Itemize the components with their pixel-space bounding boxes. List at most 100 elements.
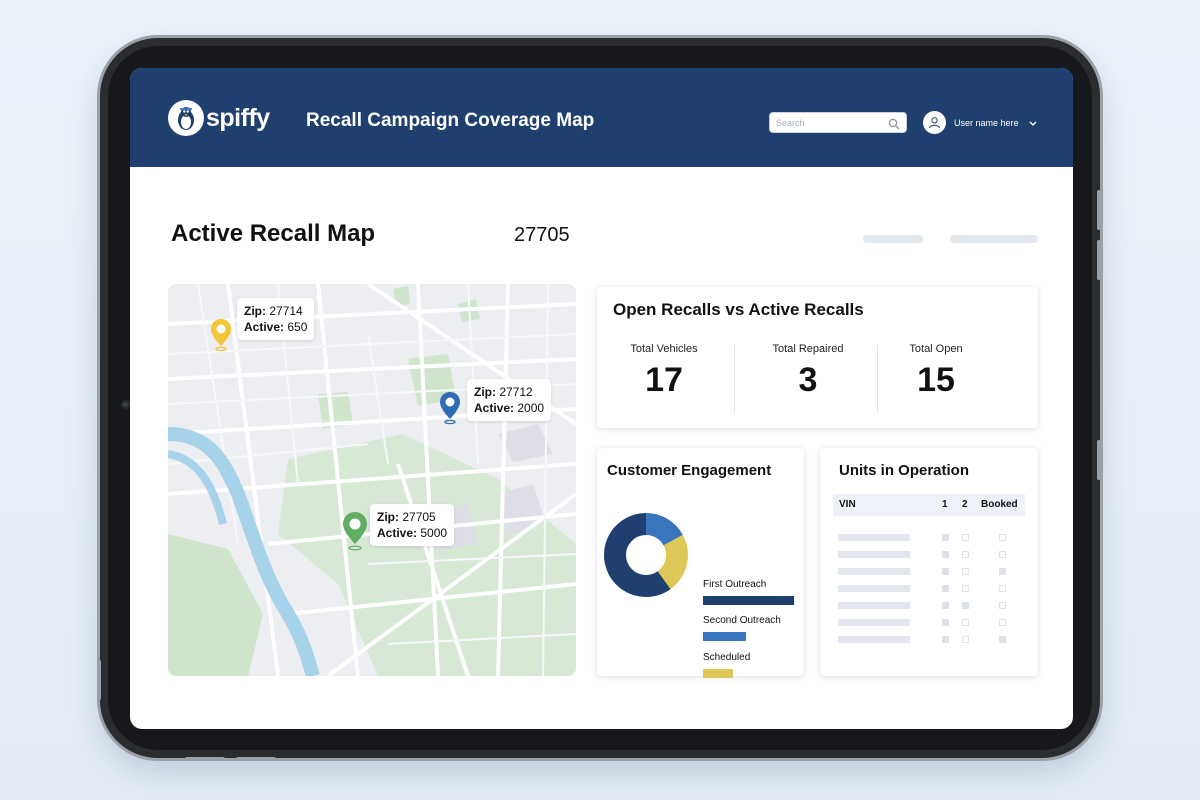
pin-zip-label: Zip: bbox=[377, 510, 399, 524]
donut-slice-first-outreach[interactable] bbox=[604, 513, 688, 597]
spiffy-logo[interactable]: spiffy bbox=[168, 100, 270, 136]
side-button-left bbox=[97, 660, 101, 700]
units-in-operation-card: Units in Operation VIN 1 2 Booked bbox=[820, 448, 1038, 676]
header-vin: VIN bbox=[839, 499, 856, 510]
checkbox-c1[interactable] bbox=[942, 636, 949, 643]
selected-zip: 27705 bbox=[514, 224, 570, 246]
vin-placeholder bbox=[838, 585, 910, 592]
camera-icon bbox=[121, 400, 130, 409]
checkbox-booked[interactable] bbox=[999, 551, 1006, 558]
vin-placeholder bbox=[838, 568, 910, 575]
checkbox-c1[interactable] bbox=[942, 551, 949, 558]
stat-label: Total Vehicles bbox=[630, 343, 698, 355]
vin-placeholder bbox=[838, 534, 910, 541]
stat-value: 17 bbox=[645, 361, 683, 399]
checkbox-booked[interactable] bbox=[999, 568, 1006, 575]
bottom-button-1 bbox=[185, 757, 225, 761]
pin-active: 650 bbox=[287, 320, 308, 334]
engagement-donut-chart[interactable] bbox=[603, 512, 689, 598]
checkbox-booked[interactable] bbox=[999, 636, 1006, 643]
checkbox-c1[interactable] bbox=[942, 534, 949, 541]
map-pin-yellow-icon[interactable] bbox=[210, 318, 232, 352]
table-row[interactable] bbox=[838, 585, 1028, 593]
legend-second-outreach: Second Outreach bbox=[703, 615, 781, 626]
donut-slice-scheduled[interactable] bbox=[604, 513, 688, 597]
table-row[interactable] bbox=[838, 619, 1028, 627]
pin-zip: 27705 bbox=[402, 510, 436, 524]
checkbox-c1[interactable] bbox=[942, 585, 949, 592]
map-canvas[interactable] bbox=[168, 284, 576, 676]
checkbox-c1[interactable] bbox=[942, 602, 949, 609]
search-icon[interactable] bbox=[888, 117, 900, 135]
checkbox-booked[interactable] bbox=[999, 585, 1006, 592]
search-input[interactable] bbox=[770, 113, 880, 133]
checkbox-booked[interactable] bbox=[999, 619, 1006, 626]
table-row[interactable] bbox=[838, 568, 1028, 576]
map-pin-green-icon[interactable] bbox=[342, 511, 368, 551]
checkbox-c2[interactable] bbox=[962, 619, 969, 626]
units-table-header: VIN 1 2 Booked bbox=[833, 494, 1025, 516]
checkbox-c1[interactable] bbox=[942, 568, 949, 575]
pin-zip-label: Zip: bbox=[474, 385, 496, 399]
stat-divider bbox=[877, 345, 878, 413]
volume-up-button bbox=[1097, 190, 1101, 230]
pin-active-label: Active: bbox=[377, 526, 418, 540]
header-booked: Booked bbox=[981, 499, 1018, 510]
table-row[interactable] bbox=[838, 636, 1028, 644]
stat-total-open: Total Open 15 bbox=[876, 343, 996, 400]
pin-label-27714[interactable]: Zip: 27714 Active: 650 bbox=[237, 298, 315, 340]
checkbox-c2[interactable] bbox=[962, 602, 969, 609]
placeholder-control-2[interactable] bbox=[950, 235, 1038, 243]
checkbox-c2[interactable] bbox=[962, 534, 969, 541]
pin-active-label: Active: bbox=[474, 401, 515, 415]
pin-zip: 27712 bbox=[499, 385, 533, 399]
stat-label: Total Repaired bbox=[772, 343, 844, 355]
checkbox-c2[interactable] bbox=[962, 585, 969, 592]
pin-zip: 27714 bbox=[269, 304, 303, 318]
stat-total-repaired: Total Repaired 3 bbox=[748, 343, 868, 400]
checkbox-c1[interactable] bbox=[942, 619, 949, 626]
app-title: Recall Campaign Coverage Map bbox=[306, 110, 595, 131]
vin-placeholder bbox=[838, 551, 910, 558]
stat-label: Total Open bbox=[909, 343, 963, 355]
checkbox-c2[interactable] bbox=[962, 551, 969, 558]
table-row[interactable] bbox=[838, 551, 1028, 559]
table-row[interactable] bbox=[838, 534, 1028, 542]
placeholder-control-1[interactable] bbox=[863, 235, 923, 243]
checkbox-c2[interactable] bbox=[962, 636, 969, 643]
pin-label-27705[interactable]: Zip: 27705 Active: 5000 bbox=[370, 504, 455, 546]
user-avatar-icon bbox=[923, 111, 946, 134]
open-recalls-title: Open Recalls vs Active Recalls bbox=[613, 300, 864, 319]
chevron-down-icon[interactable] bbox=[1029, 114, 1037, 132]
checkbox-c2[interactable] bbox=[962, 568, 969, 575]
tablet-screen: spiffy Recall Campaign Coverage Map User… bbox=[130, 68, 1073, 729]
volume-down-button bbox=[1097, 240, 1101, 280]
app-header: spiffy Recall Campaign Coverage Map User… bbox=[130, 68, 1073, 167]
pin-label-27712[interactable]: Zip: 27712 Active: 2000 bbox=[467, 379, 552, 421]
map-pin-blue-icon[interactable] bbox=[439, 391, 461, 425]
header-col-2: 2 bbox=[962, 499, 968, 510]
legend-bar-scheduled bbox=[703, 669, 733, 678]
header-col-1: 1 bbox=[942, 499, 948, 510]
stat-value: 3 bbox=[798, 361, 818, 399]
pin-active: 5000 bbox=[420, 526, 448, 540]
search-box[interactable] bbox=[769, 112, 907, 133]
page-title: Active Recall Map bbox=[171, 220, 376, 247]
pin-zip-label: Zip: bbox=[244, 304, 266, 318]
vin-placeholder bbox=[838, 636, 910, 643]
vin-placeholder bbox=[838, 602, 910, 609]
checkbox-booked[interactable] bbox=[999, 534, 1006, 541]
side-button bbox=[1097, 440, 1101, 480]
user-menu[interactable]: User name here bbox=[923, 111, 1037, 134]
checkbox-booked[interactable] bbox=[999, 602, 1006, 609]
stat-divider bbox=[734, 345, 735, 413]
recall-map[interactable]: Zip: 27714 Active: 650 Zip: 27712 Active… bbox=[168, 284, 576, 676]
vin-placeholder bbox=[838, 619, 910, 626]
logo-text: spiffy bbox=[206, 103, 270, 132]
legend-first-outreach: First Outreach bbox=[703, 579, 767, 590]
penguin-logo-icon bbox=[168, 100, 204, 136]
stat-value: 15 bbox=[917, 361, 955, 399]
table-row[interactable] bbox=[838, 602, 1028, 610]
customer-engagement-card: Customer Engagement First Outreach Secon… bbox=[597, 448, 804, 678]
user-name: User name here bbox=[954, 117, 1019, 128]
